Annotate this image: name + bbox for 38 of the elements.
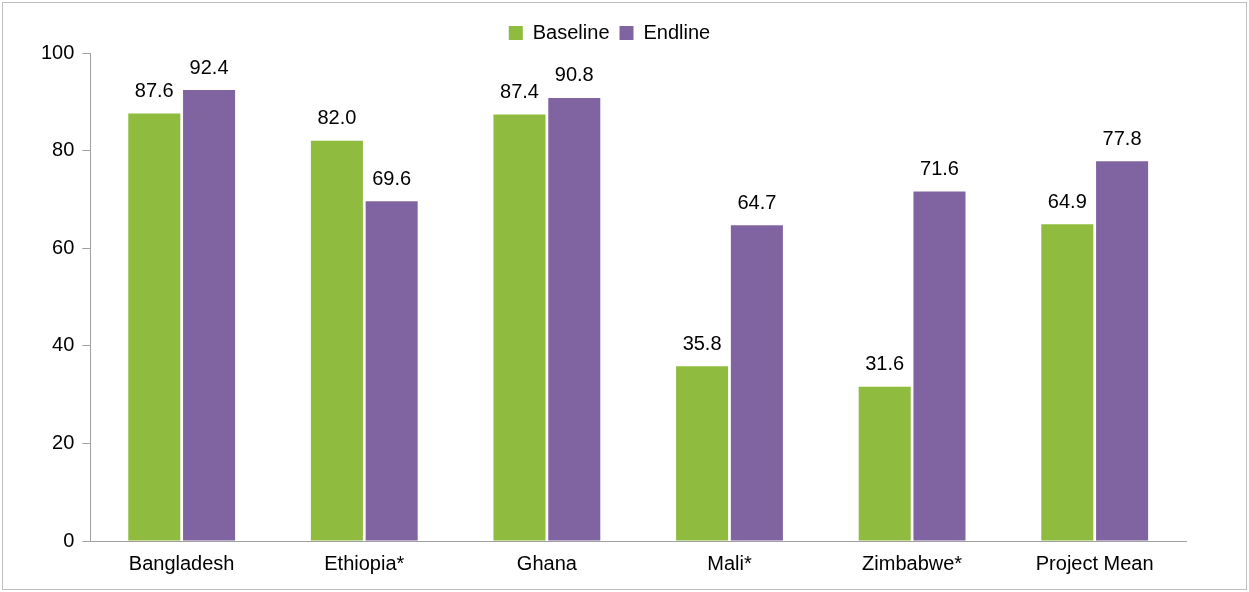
x-tick-label: Project Mean	[1035, 551, 1154, 574]
bar	[365, 201, 418, 541]
data-label: 87.4	[500, 80, 539, 102]
legend-label: Endline	[643, 20, 711, 43]
bar	[493, 114, 546, 541]
data-label: 82.0	[317, 106, 357, 129]
y-tick-label: 100	[40, 40, 75, 63]
data-label: 35.8	[682, 331, 722, 354]
x-tick-label: Mali*	[707, 551, 752, 574]
bar	[858, 386, 911, 541]
bar	[676, 366, 729, 541]
bar	[1041, 224, 1094, 541]
y-tick-label: 40	[52, 333, 75, 356]
bar	[128, 113, 181, 541]
bar	[730, 225, 783, 541]
data-label: 90.8	[554, 63, 594, 86]
x-tick-label: Bangladesh	[128, 551, 235, 574]
bar	[1096, 161, 1149, 541]
y-tick-label: 20	[52, 430, 75, 453]
data-label: 92.4	[189, 55, 229, 78]
bar	[548, 97, 601, 541]
x-tick-label: Zimbabwe*	[862, 551, 963, 574]
data-label: 64.7	[737, 190, 777, 213]
data-label: 69.6	[372, 166, 412, 189]
y-tick-label: 0	[63, 528, 75, 551]
data-label: 87.6	[134, 79, 174, 102]
x-tick-label: Ethiopia*	[324, 551, 405, 574]
x-tick-label: Ghana	[516, 551, 578, 574]
bar	[183, 90, 236, 541]
legend-label: Baseline	[532, 20, 610, 43]
bar	[310, 140, 363, 541]
data-label: 64.9	[1047, 189, 1087, 212]
bar	[913, 191, 966, 541]
y-tick-label: 60	[52, 235, 75, 258]
data-label: 31.6	[865, 352, 905, 375]
data-label: 71.6	[920, 157, 959, 180]
data-label: 77.8	[1102, 126, 1142, 149]
y-tick-label: 80	[52, 138, 75, 161]
